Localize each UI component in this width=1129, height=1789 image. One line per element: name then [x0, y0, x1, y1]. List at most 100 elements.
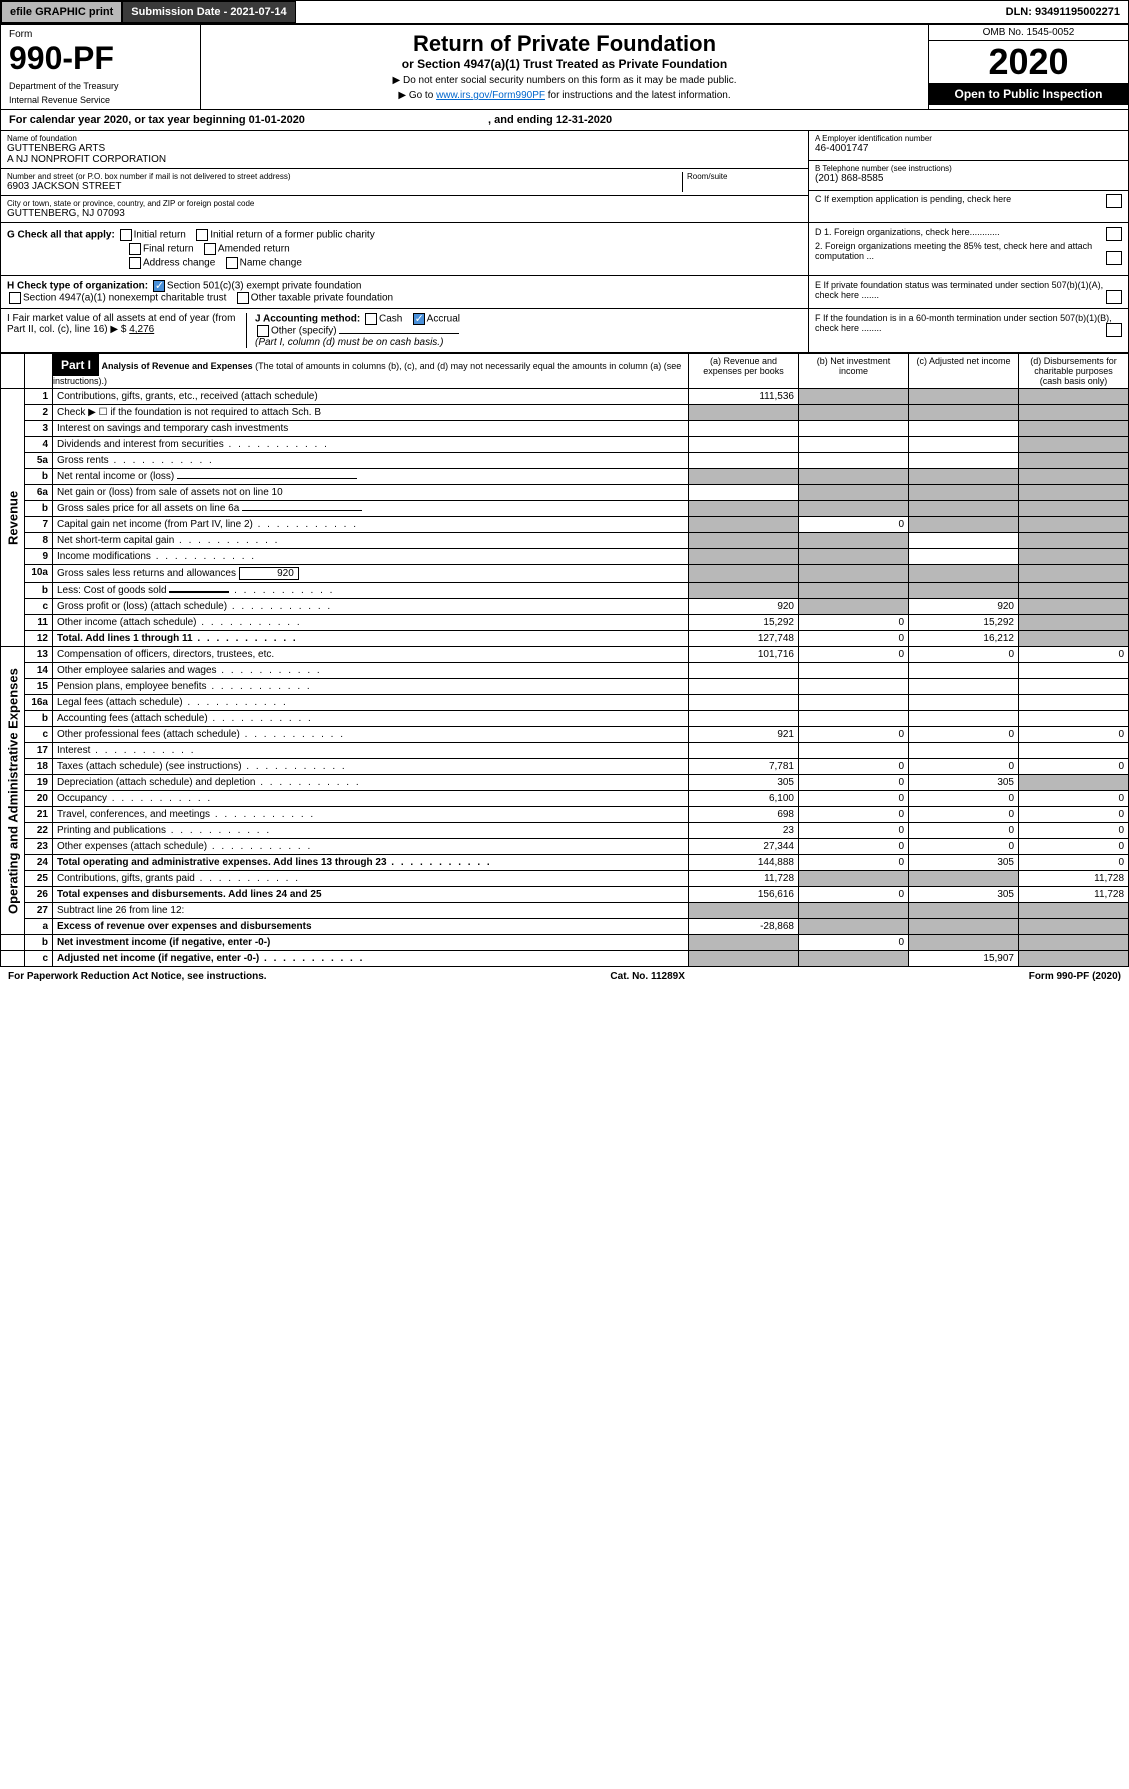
col-d-header: (d) Disbursements for charitable purpose…: [1019, 354, 1129, 389]
c-checkbox[interactable]: [1106, 194, 1122, 208]
foundation-name-2: A NJ NONPROFIT CORPORATION: [7, 154, 802, 165]
page-footer: For Paperwork Reduction Act Notice, see …: [0, 967, 1129, 986]
paperwork-notice: For Paperwork Reduction Act Notice, see …: [8, 971, 267, 982]
j-label: J Accounting method:: [255, 314, 360, 325]
g-initial-checkbox[interactable]: [120, 229, 132, 241]
foundation-name: GUTTENBERG ARTS: [7, 143, 802, 154]
name-label: Name of foundation: [7, 134, 802, 143]
row-15: Pension plans, employee benefits: [53, 679, 689, 695]
expenses-side-label: Operating and Administrative Expenses: [1, 647, 25, 935]
form-number: 990-PF: [9, 40, 192, 77]
row-16c: Other professional fees (attach schedule…: [53, 727, 689, 743]
col-a-header: (a) Revenue and expenses per books: [689, 354, 799, 389]
d1-checkbox[interactable]: [1106, 227, 1122, 241]
phone: (201) 868-8585: [815, 173, 1122, 184]
j-cash-checkbox[interactable]: [365, 313, 377, 325]
row-24: Total operating and administrative expen…: [53, 855, 689, 871]
row-10c: Gross profit or (loss) (attach schedule): [53, 599, 689, 615]
section-h-e: H Check type of organization: Section 50…: [0, 276, 1129, 309]
row-21: Travel, conferences, and meetings: [53, 807, 689, 823]
row-1: Contributions, gifts, grants, etc., rece…: [53, 389, 689, 405]
form-label: Form: [9, 29, 192, 40]
row-7: Capital gain net income (from Part IV, l…: [53, 517, 689, 533]
cat-number: Cat. No. 11289X: [610, 971, 684, 982]
tax-year: 2020: [929, 41, 1128, 83]
g-amended-checkbox[interactable]: [204, 243, 216, 255]
g-address-checkbox[interactable]: [129, 257, 141, 269]
row-26: Total expenses and disbursements. Add li…: [53, 887, 689, 903]
j-other-checkbox[interactable]: [257, 325, 269, 337]
row-10b: Less: Cost of goods sold: [53, 583, 689, 599]
g-name-checkbox[interactable]: [226, 257, 238, 269]
e-checkbox[interactable]: [1106, 290, 1122, 304]
row-16b: Accounting fees (attach schedule): [53, 711, 689, 727]
row-17: Interest: [53, 743, 689, 759]
address: 6903 JACKSON STREET: [7, 181, 682, 192]
g-initial-former-checkbox[interactable]: [196, 229, 208, 241]
f-checkbox[interactable]: [1106, 323, 1122, 337]
instruction-1: ▶ Do not enter social security numbers o…: [207, 75, 922, 86]
ein: 46-4001747: [815, 143, 1122, 154]
e-label: E If private foundation status was termi…: [815, 280, 1103, 300]
g-label: G Check all that apply:: [7, 230, 115, 241]
row-23: Other expenses (attach schedule): [53, 839, 689, 855]
irs-link[interactable]: www.irs.gov/Form990PF: [436, 90, 545, 101]
city-label: City or town, state or province, country…: [7, 199, 802, 208]
row-6b: Gross sales price for all assets on line…: [53, 501, 689, 517]
section-g-d: G Check all that apply: Initial return I…: [0, 223, 1129, 276]
submission-date: Submission Date - 2021-07-14: [122, 1, 295, 23]
h-501c3-checkbox[interactable]: [153, 280, 165, 292]
efile-print-button[interactable]: efile GRAPHIC print: [1, 1, 122, 23]
row-10a: Gross sales less returns and allowances …: [53, 565, 689, 583]
c-label: C If exemption application is pending, c…: [815, 194, 1011, 204]
form-subtitle: or Section 4947(a)(1) Trust Treated as P…: [207, 57, 922, 71]
topbar: efile GRAPHIC print Submission Date - 20…: [0, 0, 1129, 24]
instruction-2: ▶ Go to www.irs.gov/Form990PF for instru…: [207, 90, 922, 101]
row-27b: Net investment income (if negative, ente…: [53, 935, 689, 951]
row-5a: Gross rents: [53, 453, 689, 469]
part1-table: Part I Analysis of Revenue and Expenses …: [0, 353, 1129, 967]
part1-title: Analysis of Revenue and Expenses: [102, 361, 253, 371]
row-14: Other employee salaries and wages: [53, 663, 689, 679]
row-8: Net short-term capital gain: [53, 533, 689, 549]
row-4: Dividends and interest from securities: [53, 437, 689, 453]
d2-checkbox[interactable]: [1106, 251, 1122, 265]
d1-label: D 1. Foreign organizations, check here..…: [815, 227, 1000, 237]
address-label: Number and street (or P.O. box number if…: [7, 172, 682, 181]
dept-irs: Internal Revenue Service: [9, 95, 192, 105]
row-6a: Net gain or (loss) from sale of assets n…: [53, 485, 689, 501]
form-header: Form 990-PF Department of the Treasury I…: [0, 24, 1129, 110]
h-other-checkbox[interactable]: [237, 292, 249, 304]
dept-treasury: Department of the Treasury: [9, 81, 192, 91]
h-label: H Check type of organization:: [7, 281, 148, 292]
form-ref: Form 990-PF (2020): [1029, 971, 1121, 982]
row-3: Interest on savings and temporary cash i…: [53, 421, 689, 437]
phone-label: B Telephone number (see instructions): [815, 164, 1122, 173]
g-final-checkbox[interactable]: [129, 243, 141, 255]
col-c-header: (c) Adjusted net income: [909, 354, 1019, 389]
j-accrual-checkbox[interactable]: [413, 313, 425, 325]
h-4947-checkbox[interactable]: [9, 292, 21, 304]
revenue-side-label: Revenue: [1, 389, 25, 647]
row-2: Check ▶ ☐ if the foundation is not requi…: [53, 405, 689, 421]
row-5b: Net rental income or (loss): [53, 469, 689, 485]
row-19: Depreciation (attach schedule) and deple…: [53, 775, 689, 791]
col-b-header: (b) Net investment income: [799, 354, 909, 389]
ein-label: A Employer identification number: [815, 134, 1122, 143]
i-value: 4,276: [129, 324, 154, 335]
row-11: Other income (attach schedule): [53, 615, 689, 631]
j-note: (Part I, column (d) must be on cash basi…: [255, 337, 443, 348]
row-27c: Adjusted net income (if negative, enter …: [53, 951, 689, 967]
row-22: Printing and publications: [53, 823, 689, 839]
f-label: F If the foundation is in a 60-month ter…: [815, 313, 1112, 333]
omb-number: OMB No. 1545-0052: [929, 25, 1128, 41]
section-i-j-f: I Fair market value of all assets at end…: [0, 309, 1129, 353]
city: GUTTENBERG, NJ 07093: [7, 208, 802, 219]
row-27: Subtract line 26 from line 12:: [53, 903, 689, 919]
calendar-year-row: For calendar year 2020, or tax year begi…: [0, 110, 1129, 131]
open-to-public: Open to Public Inspection: [929, 83, 1128, 105]
part1-label: Part I: [53, 354, 99, 376]
row-25: Contributions, gifts, grants paid: [53, 871, 689, 887]
row-9: Income modifications: [53, 549, 689, 565]
i-label: I Fair market value of all assets at end…: [7, 313, 235, 335]
